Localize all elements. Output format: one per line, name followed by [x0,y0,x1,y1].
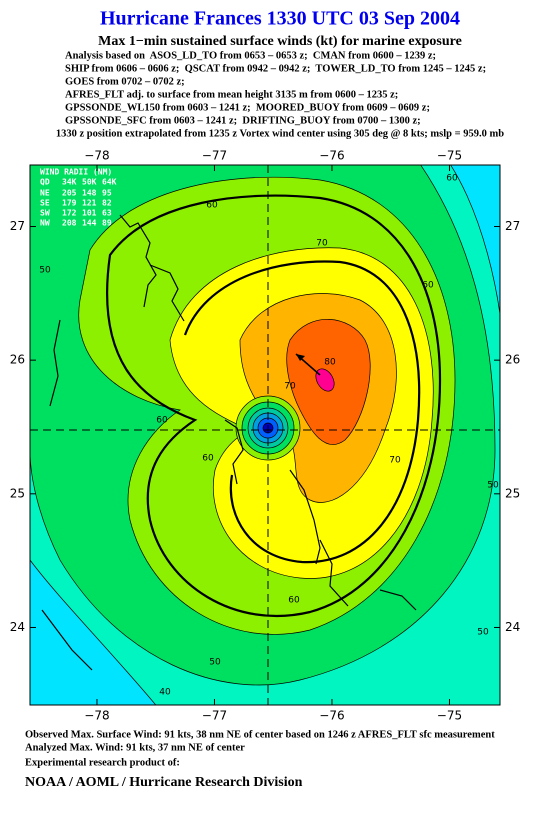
y-tick-label: 25 [10,486,25,500]
radii-cell: 63 [102,209,112,218]
contour-label: 80 [324,358,336,368]
x-tick-label: −76 [319,149,344,163]
radii-cell: 205 [62,189,77,198]
contour-label: 50 [477,628,489,638]
contour-label: 60 [446,174,458,184]
subtitle: Max 1−min sustained surface winds (kt) f… [98,34,462,49]
wind-radii: WIND RADII (NM)QD 34K 50K 64K NE 205 148 95 SE 17… [40,168,117,228]
radii-cell: 95 [102,189,112,198]
radii-cell: 148 [82,189,97,198]
contour-label: 70 [284,382,296,392]
y-tick-label: 26 [505,353,520,367]
contour-34kt [105,194,442,617]
radii-header: 50K [82,178,97,187]
radii-cell: SE [40,199,50,208]
radii-cell: 89 [102,219,112,228]
contour-labels: 60 60 70 60 60 80 70 70 50 60 50 50 40 50 60 [39,174,499,698]
radii-cell: 179 [62,199,77,208]
radii-cell: NW [40,219,50,228]
x-tick-label: −75 [437,149,462,163]
y-tick-label: 25 [505,486,520,500]
radii-cell: 101 [82,209,97,218]
x-tick-label: −76 [319,709,344,723]
contour-label: 70 [316,239,328,249]
radii-cell: 121 [82,199,97,208]
radii-cell: 172 [62,209,77,218]
analysis-line: GPSSONDE_SFC from 0603 – 1241 z; DRIFTIN… [65,115,421,126]
x-tick-label: −77 [202,149,227,163]
x-tick-label: −75 [437,709,462,723]
contour-label: 60 [156,416,168,426]
footer: Observed Max. Surface Wind: 91 kts, 38 n… [25,729,495,790]
analysis-lines: Analysis based on ASOS_LD_TO from 0653 –… [65,50,486,126]
y-tick-label: 24 [10,620,25,634]
wind-field: 60 60 70 60 60 80 70 70 50 60 50 50 40 50 60 WIND RADI… [30,165,500,705]
x-tick-label: −77 [202,709,227,723]
contour-64kt [183,260,421,564]
footer-line: Observed Max. Surface Wind: 91 kts, 38 n… [25,729,495,740]
contour-label: 60 [288,596,300,606]
analysis-line: GOES from 0702 – 0702 z; [65,76,185,87]
x-tick-label: −78 [84,709,109,723]
y-tick-label: 26 [10,353,25,367]
contour-label: 50 [39,266,51,276]
contour-label: 70 [389,456,401,466]
radii-header: 64K [102,178,117,187]
radii-cell: 82 [102,199,112,208]
map-frame [29,164,501,706]
radii-cell: 144 [82,219,97,228]
radii-header: 34K [62,178,77,187]
radii-cell: NE [40,189,50,198]
radii-cell: 208 [62,219,77,228]
title: Hurricane Frances 1330 UTC 03 Sep 2004 [100,8,460,30]
y-tick-label: 27 [505,219,520,233]
y-tick-label: 24 [505,620,520,634]
contour-label: 50 [487,481,499,491]
radii-header: QD [40,178,50,187]
radii-title: WIND RADII (NM) [40,168,112,177]
footer-line: Experimental research product of: [25,757,180,768]
contour-label: 40 [159,688,171,698]
position-note: 1330 z position extrapolated from 1235 z… [56,128,504,139]
coastlines [41,214,417,671]
contour-label: 60 [422,281,434,291]
contour-label: 60 [206,201,218,211]
contour-label: 50 [209,658,221,668]
analysis-line: GPSSONDE_WL150 from 0603 – 1241 z; MOORE… [65,102,430,113]
track-arrowhead [296,354,305,361]
contour-label: 60 [202,454,214,464]
radii-cell: SW [40,209,50,218]
x-tick-label: −78 [84,149,109,163]
y-tick-label: 27 [10,219,25,233]
analysis-line: Analysis based on ASOS_LD_TO from 0653 –… [65,50,436,61]
footer-line: Analyzed Max. Wind: 91 kts, 37 nm NE of … [25,742,245,753]
analysis-line: SHIP from 0606 – 0606 z; QSCAT from 0942… [65,63,486,74]
analysis-line: AFRES_FLT adj. to surface from mean heig… [65,89,398,100]
footer-line: NOAA / AOML / Hurricane Research Divisio… [25,775,303,790]
axes: −78 −78 −77 −77 −76 −76 −75 −75 24 24 25 25 26 26 27 27 [10,149,521,723]
